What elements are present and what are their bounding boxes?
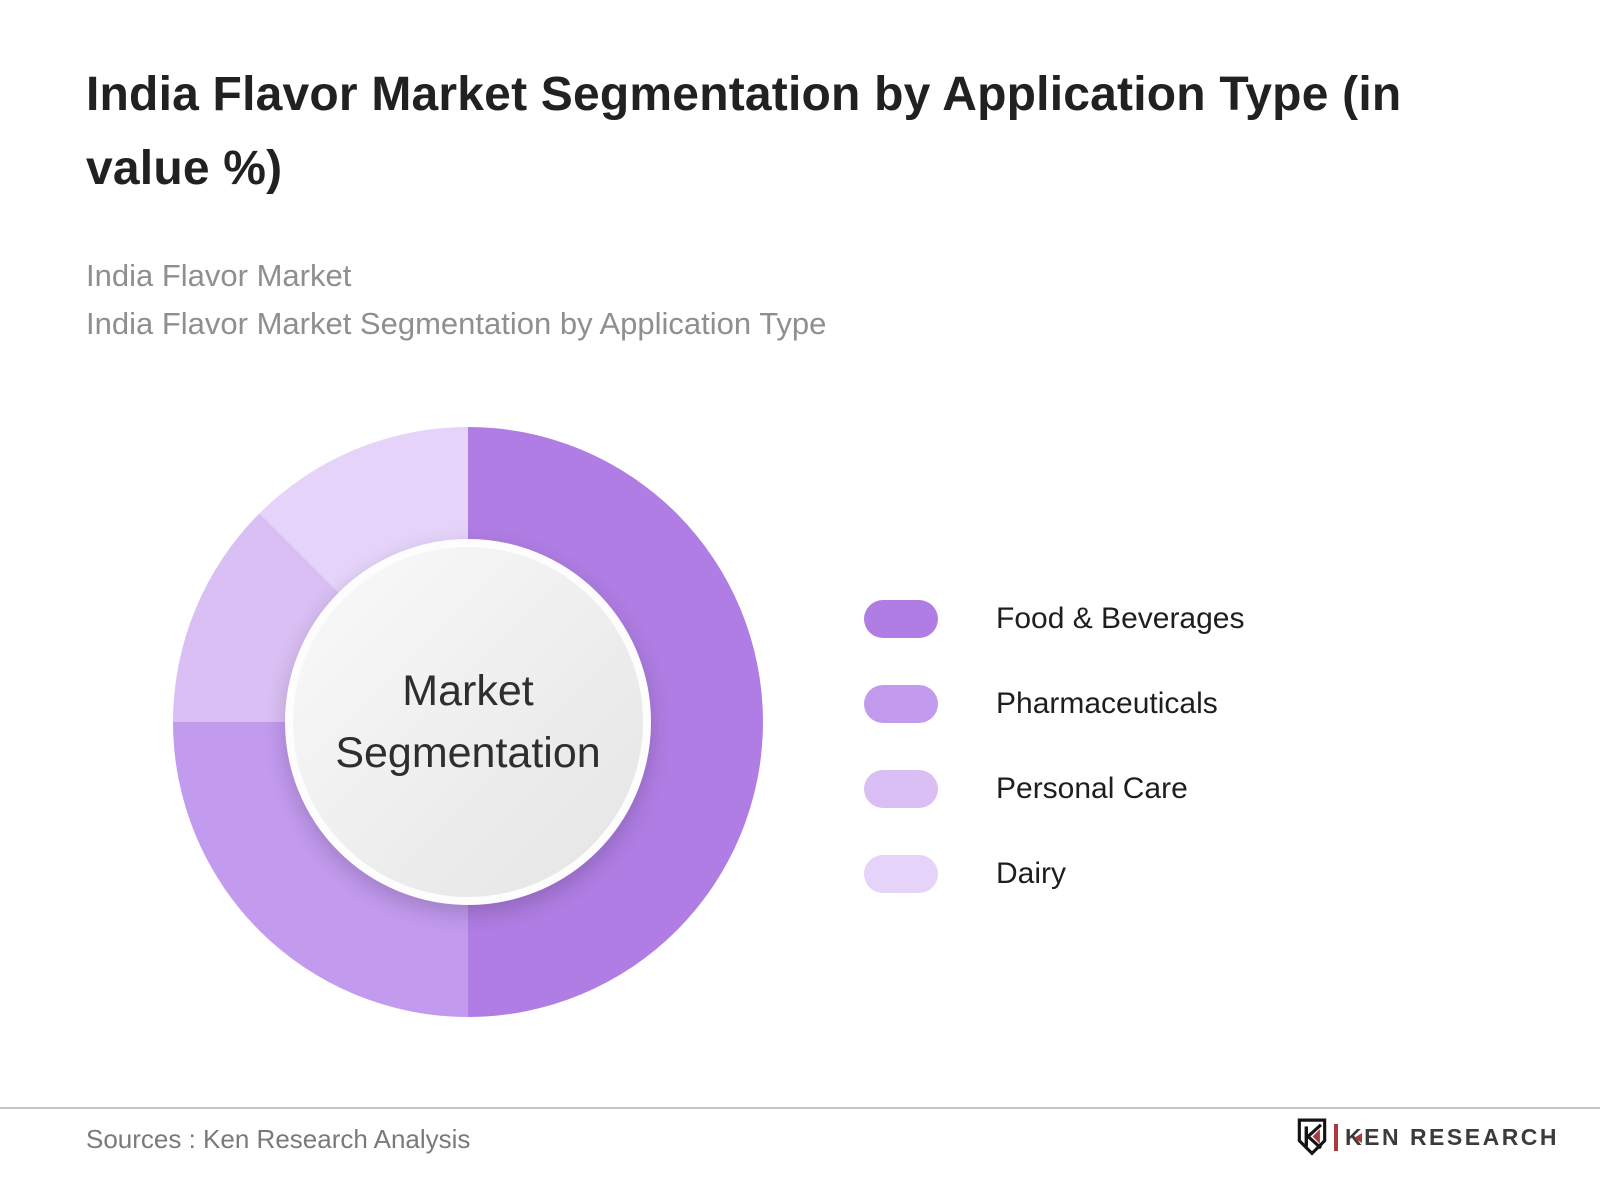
legend-item: Food & Beverages [864, 600, 1244, 638]
brand-divider-bar [1334, 1123, 1338, 1151]
footer-divider [0, 1107, 1600, 1109]
subtitle-line-1: India Flavor Market [86, 258, 352, 293]
legend-item: Dairy [864, 855, 1244, 893]
donut-chart: Market Segmentation [173, 427, 763, 1017]
center-label-line-2: Segmentation [335, 729, 601, 777]
legend-label: Food & Beverages [996, 602, 1245, 635]
legend-swatch [864, 855, 938, 893]
legend-swatch [864, 685, 938, 723]
center-label-line-1: Market [402, 666, 534, 715]
legend-label: Personal Care [996, 772, 1188, 805]
sources-text: Sources : Ken Research Analysis [86, 1124, 471, 1154]
brand-k-accent-icon [1354, 1132, 1362, 1143]
brand-name-text: KEN RESEARCH [1345, 1123, 1560, 1150]
legend-item: Personal Care [864, 770, 1244, 808]
page-title: India Flavor Market Segmentation by Appl… [86, 68, 1402, 196]
legend: Food & Beverages Pharmaceuticals Personal … [864, 600, 1244, 893]
legend-swatch [864, 770, 938, 808]
legend-label: Dairy [996, 857, 1067, 890]
legend-item: Pharmaceuticals [864, 685, 1244, 723]
brand-wordmark: KEN RESEARCH [1345, 1124, 1559, 1151]
brand-logo: KEN RESEARCH [1296, 1118, 1559, 1156]
donut-center: Market Segmentation [285, 539, 651, 905]
chart-subtitle: India Flavor Market India Flavor Market … [86, 252, 826, 348]
ken-research-shield-icon [1297, 1118, 1327, 1156]
legend-label: Pharmaceuticals [996, 687, 1218, 720]
subtitle-line-2: India Flavor Market Segmentation by Appl… [86, 306, 827, 341]
legend-swatch [864, 600, 938, 638]
